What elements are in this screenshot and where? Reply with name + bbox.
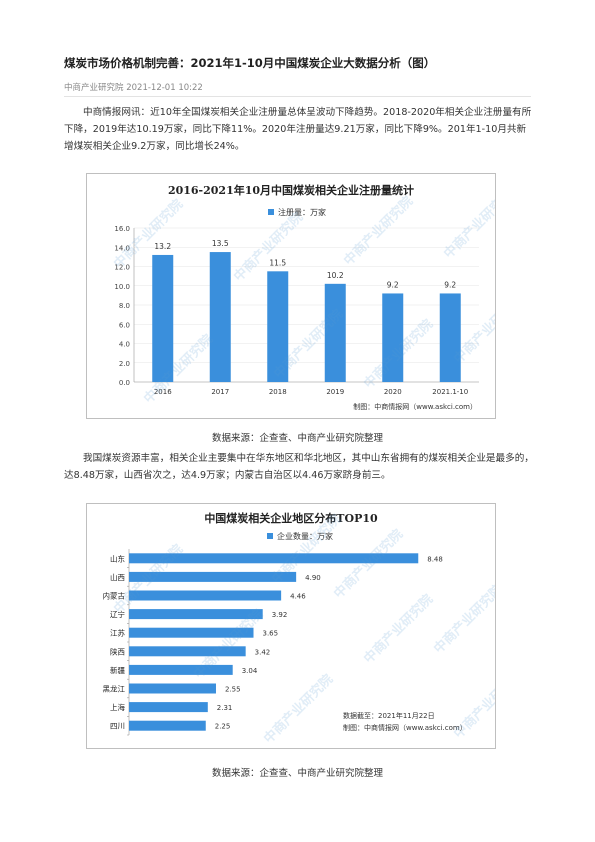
chart2-bar-value: 3.65 xyxy=(263,630,279,638)
chart1-bar xyxy=(267,271,289,382)
chart1-y-tick: 16.0 xyxy=(114,225,130,233)
chart2-bar xyxy=(129,702,208,713)
chart2-bar-value: 2.25 xyxy=(215,723,231,731)
chart1-bar xyxy=(439,293,461,382)
chart1-y-tick: 2.0 xyxy=(119,360,130,368)
chart2-bar-value: 3.04 xyxy=(242,667,258,675)
watermark-text: 中商产业研究院 xyxy=(361,591,437,667)
chart2-bar xyxy=(129,720,206,731)
chart2-category-label: 辽宁 xyxy=(110,609,125,619)
chart2-bar-value: 3.92 xyxy=(272,611,288,619)
chart2-bar xyxy=(129,683,216,694)
article-source[interactable]: 中商产业研究院 xyxy=(64,83,124,93)
chart2-category-label: 山东 xyxy=(110,553,125,563)
chart1-source-note: 制图：中商情报网（www.askci.com） xyxy=(353,402,477,411)
chart1-y-tick: 4.0 xyxy=(119,341,130,349)
chart1-legend-label: 注册量：万家 xyxy=(278,207,326,217)
watermark-text: 中商产业研究院 xyxy=(341,193,417,269)
title-divider xyxy=(64,96,531,97)
watermark-text: 中商产业研究院 xyxy=(431,581,495,657)
chart1-bar-value: 9.2 xyxy=(444,280,456,289)
chart1-x-tick: 2021.1-10 xyxy=(432,388,468,396)
chart2-category-label: 四川 xyxy=(110,722,125,731)
chart1-y-tick: 12.0 xyxy=(114,264,130,272)
chart2-bar-value: 4.46 xyxy=(290,593,306,601)
chart2-title: 中国煤炭相关企业地区分布TOP10 xyxy=(204,511,378,525)
chart2-category-label: 内蒙古 xyxy=(103,591,126,601)
registration-chart: 2016-2021年10月中国煤炭相关企业注册量统计注册量：万家 0.0 2.0 4.… xyxy=(86,173,496,419)
chart1-bar-value: 11.5 xyxy=(269,258,286,267)
chart1-x-tick: 2019 xyxy=(326,388,344,396)
chart2-bar-value: 2.55 xyxy=(225,686,241,694)
chart1-bar xyxy=(324,283,346,382)
region-chart: 中国煤炭相关企业地区分布TOP10 企业数量：万家山东 8.48 山西 4.90 内蒙古 4… xyxy=(86,503,496,749)
chart2-bar xyxy=(129,609,263,620)
chart2-bar xyxy=(129,664,233,675)
chart1-y-tick: 0.0 xyxy=(119,379,130,387)
chart2-legend-label: 企业数量：万家 xyxy=(277,531,333,541)
chart2-category-label: 山西 xyxy=(110,572,125,582)
watermark-text: 中商产业研究院 xyxy=(451,666,495,742)
article-title: 煤炭市场价格机制完善：2021年1-10月中国煤炭企业大数据分析（图） xyxy=(64,56,436,70)
chart1-y-tick: 6.0 xyxy=(119,321,130,329)
chart1-bar-value: 13.5 xyxy=(212,239,229,248)
chart2-bar xyxy=(129,590,282,601)
chart2-caption: 数据来源：企查查、中商产业研究院整理 xyxy=(211,768,383,779)
article-date: 2021-12-01 10:22 xyxy=(126,83,203,93)
chart1-y-tick: 14.0 xyxy=(114,244,130,252)
chart1-x-tick: 2017 xyxy=(211,388,229,396)
chart1-bar-value: 10.2 xyxy=(327,271,344,280)
watermark-text: 中商产业研究院 xyxy=(141,331,217,407)
chart1-legend-swatch xyxy=(268,209,274,215)
watermark-text: 中商产业研究院 xyxy=(261,671,337,747)
chart2-bar xyxy=(129,627,254,638)
chart2-bar-value: 4.90 xyxy=(305,574,321,582)
chart2-legend-swatch xyxy=(267,533,273,539)
region-paragraph: 我国煤炭资源丰富，相关企业主要集中在华东地区和华北地区，其中山东省拥有的煤炭相关… xyxy=(64,453,534,481)
chart1-bar xyxy=(152,254,174,382)
watermark-text: 中商产业研究院 xyxy=(331,526,407,602)
chart2-bar-value: 2.31 xyxy=(217,704,233,712)
chart1-bar-value: 9.2 xyxy=(387,280,399,289)
chart1-x-tick: 2016 xyxy=(154,388,172,396)
article-meta: 中商产业研究院 2021-12-01 10:22 xyxy=(64,81,203,93)
chart1-caption: 数据来源：企查查、中商产业研究院整理 xyxy=(211,433,383,444)
intro-paragraph: 中商情报网讯：近10年全国煤炭相关企业注册量总体呈波动下降趋势。2018-202… xyxy=(64,107,532,152)
chart2-bar-value: 8.48 xyxy=(427,555,443,563)
chart2-category-label: 黑龙江 xyxy=(103,684,126,694)
chart2-category-label: 新疆 xyxy=(110,665,125,675)
chart1-y-tick: 8.0 xyxy=(119,302,130,310)
chart2-category-label: 江苏 xyxy=(110,628,125,638)
chart2-date-note: 数据截至：2021年11月22日 xyxy=(343,711,435,720)
chart2-bar-value: 3.42 xyxy=(255,648,271,656)
chart2-category-label: 上海 xyxy=(110,702,125,712)
chart1-x-tick: 2018 xyxy=(269,388,287,396)
chart2-bar xyxy=(129,646,246,657)
chart1-bar xyxy=(382,293,404,382)
chart1-bar xyxy=(209,252,231,382)
watermark-text: 中商产业研究院 xyxy=(441,186,495,262)
chart1-y-tick: 10.0 xyxy=(114,283,130,291)
chart2-source-note: 制图：中商情报网（www.askci.com） xyxy=(343,723,467,732)
chart2-category-label: 陕西 xyxy=(110,646,125,656)
chart1-bar-value: 13.2 xyxy=(154,242,171,251)
chart2-bar xyxy=(129,553,419,564)
chart1-title: 2016-2021年10月中国煤炭相关企业注册量统计 xyxy=(168,183,414,197)
watermark-text: 中商产业研究院 xyxy=(111,196,187,272)
chart1-x-tick: 2020 xyxy=(384,388,402,396)
chart2-bar xyxy=(129,571,297,582)
